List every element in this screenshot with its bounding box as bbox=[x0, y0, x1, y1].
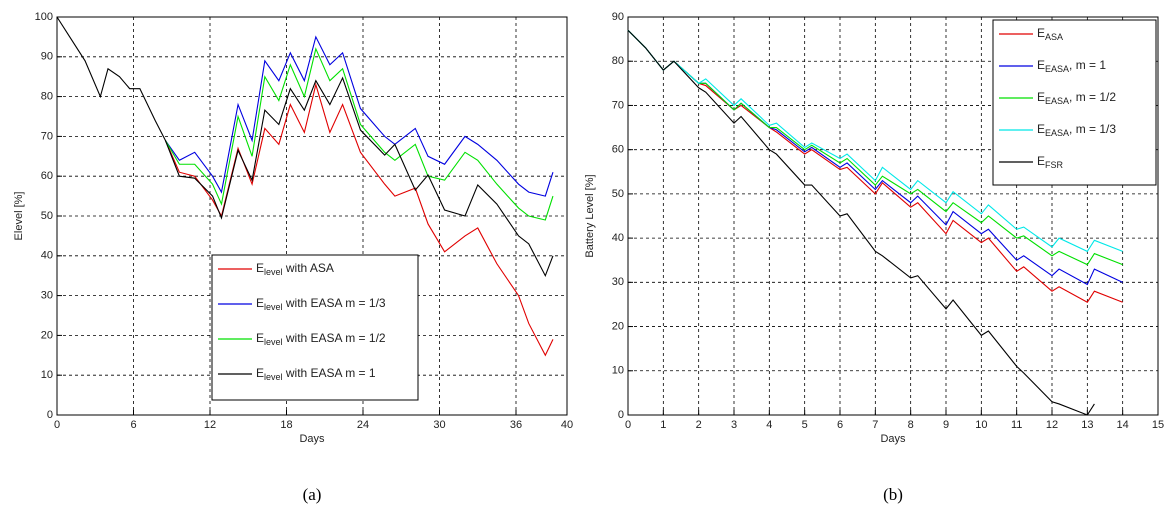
y-axis-label: Battery Level [%] bbox=[584, 174, 596, 257]
series-line bbox=[164, 35, 554, 197]
caption: (a) bbox=[303, 485, 322, 504]
y-tick-label: 70 bbox=[41, 130, 53, 142]
legend-label: EFSR bbox=[1037, 154, 1064, 170]
x-tick-label: 7 bbox=[872, 419, 878, 431]
caption: (b) bbox=[883, 485, 903, 504]
y-tick-label: 90 bbox=[41, 51, 53, 63]
y-tick-label: 30 bbox=[41, 290, 53, 302]
x-axis-label: Days bbox=[880, 433, 906, 445]
y-tick-label: 40 bbox=[41, 250, 53, 262]
axes-frame bbox=[56, 16, 568, 416]
y-tick-label: 20 bbox=[612, 320, 624, 332]
x-tick-label: 3 bbox=[731, 419, 737, 431]
x-tick-label: 12 bbox=[204, 419, 216, 431]
legend-label: Elevel with EASA m = 1/3 bbox=[256, 296, 386, 312]
x-tick-label: 5 bbox=[802, 419, 808, 431]
y-tick-label: 20 bbox=[41, 329, 53, 341]
y-tick-label: 0 bbox=[47, 409, 53, 421]
x-tick-label: 0 bbox=[54, 419, 60, 431]
y-tick-label: 10 bbox=[41, 369, 53, 381]
y-tick-label: 80 bbox=[41, 91, 53, 103]
legend-label: EASA bbox=[1037, 26, 1063, 42]
x-tick-label: 14 bbox=[1117, 419, 1129, 431]
x-tick-label: 8 bbox=[908, 419, 914, 431]
series-line bbox=[627, 29, 1123, 253]
series-line bbox=[627, 29, 1095, 416]
legend-box bbox=[211, 254, 419, 401]
x-tick-label: 4 bbox=[766, 419, 772, 431]
legend-label: Elevel with ASA bbox=[256, 261, 334, 277]
x-tick-label: 6 bbox=[837, 419, 843, 431]
y-tick-label: 50 bbox=[612, 188, 624, 200]
x-tick-label: 6 bbox=[130, 419, 136, 431]
y-tick-label: 0 bbox=[618, 409, 624, 421]
x-axis-label: Days bbox=[299, 433, 325, 445]
x-tick-label: 24 bbox=[357, 419, 369, 431]
x-tick-label: 1 bbox=[660, 419, 666, 431]
x-tick-label: 2 bbox=[696, 419, 702, 431]
series-line bbox=[627, 29, 1123, 266]
y-tick-label: 10 bbox=[612, 365, 624, 377]
x-tick-label: 11 bbox=[1011, 419, 1022, 431]
x-tick-label: 0 bbox=[625, 419, 631, 431]
legend-label: EEASA, m = 1/2 bbox=[1037, 90, 1116, 106]
y-tick-label: 40 bbox=[612, 232, 624, 244]
y-tick-label: 80 bbox=[612, 55, 624, 67]
x-tick-label: 30 bbox=[433, 419, 445, 431]
series-line bbox=[164, 47, 554, 221]
legend-label: EEASA, m = 1 bbox=[1037, 58, 1106, 74]
x-tick-label: 40 bbox=[561, 419, 573, 431]
x-tick-label: 36 bbox=[510, 419, 522, 431]
y-tick-label: 60 bbox=[41, 170, 53, 182]
y-tick-label: 90 bbox=[612, 11, 624, 23]
x-tick-label: 10 bbox=[975, 419, 987, 431]
axes-frame bbox=[627, 16, 1159, 416]
y-tick-label: 50 bbox=[41, 210, 53, 222]
y-tick-label: 70 bbox=[612, 99, 624, 111]
y-axis-label: Elevel [%] bbox=[13, 192, 25, 241]
x-tick-label: 9 bbox=[943, 419, 949, 431]
x-tick-label: 15 bbox=[1152, 419, 1164, 431]
legend-box bbox=[992, 19, 1157, 186]
legend-label: EEASA, m = 1/3 bbox=[1037, 122, 1116, 138]
series-line bbox=[627, 29, 1123, 303]
x-tick-label: 12 bbox=[1046, 419, 1058, 431]
chart: 0 10 20 30 40 50 60 70 80 90 100 0 6 12 18 24 30 36 40 Days… bbox=[13, 11, 573, 504]
legend: Elevel with ASA Elevel with EASA m = 1/3 E… bbox=[211, 254, 419, 401]
x-tick-label: 18 bbox=[280, 419, 292, 431]
legend-label: Elevel with EASA m = 1 bbox=[256, 366, 376, 382]
y-tick-label: 30 bbox=[612, 276, 624, 288]
legend: EASA EEASA, m = 1 EEASA, m = 1/2 EEASA, m =… bbox=[992, 19, 1157, 186]
y-tick-label: 60 bbox=[612, 144, 624, 156]
x-tick-label: 13 bbox=[1081, 419, 1093, 431]
legend-label: Elevel with EASA m = 1/2 bbox=[256, 331, 386, 347]
y-tick-label: 100 bbox=[35, 11, 53, 23]
series-line bbox=[56, 16, 554, 278]
